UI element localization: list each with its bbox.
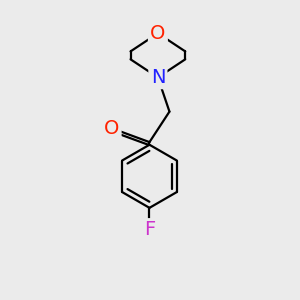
Text: O: O xyxy=(104,119,119,138)
Text: N: N xyxy=(151,68,165,87)
Text: F: F xyxy=(144,220,155,239)
Text: O: O xyxy=(150,24,166,43)
